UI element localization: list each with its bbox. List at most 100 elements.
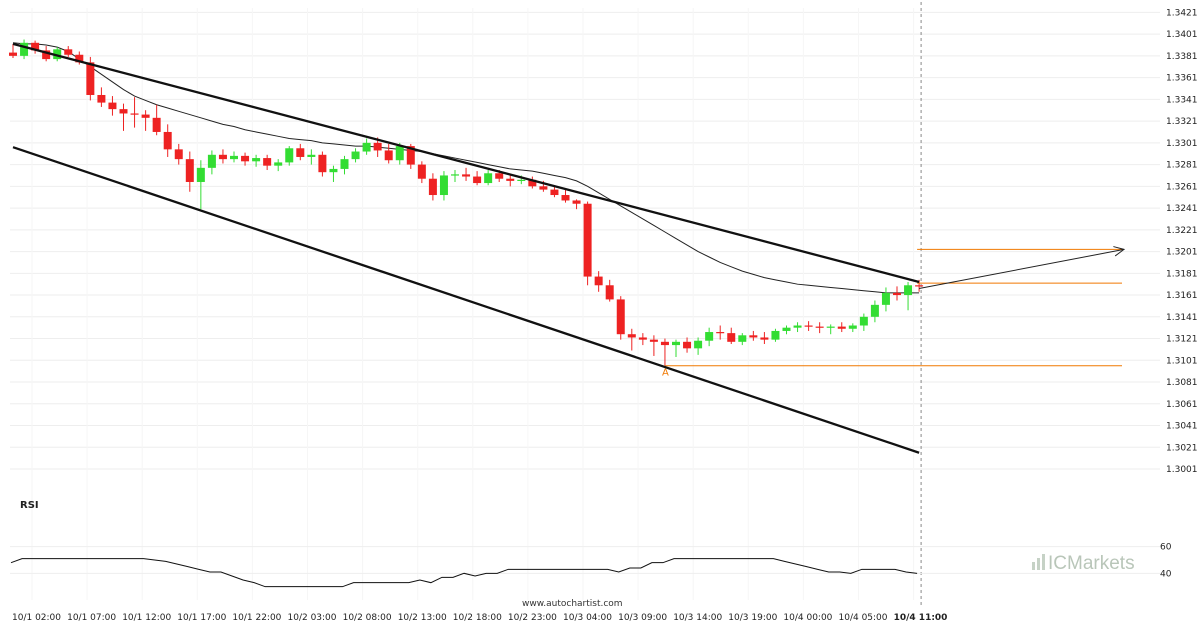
- candle-body: [340, 159, 349, 169]
- candle-body: [649, 339, 658, 342]
- candle-body: [749, 335, 758, 338]
- candle-body: [826, 326, 835, 328]
- candle-body: [517, 179, 526, 182]
- price-tick-label: 1.3221: [1166, 226, 1198, 236]
- brand-logo-text: ICMarkets: [1048, 553, 1135, 574]
- price-tick-label: 1.3041: [1166, 422, 1198, 432]
- price-tick-label: 1.3301: [1166, 139, 1198, 149]
- brand-logo-bar: [1037, 558, 1040, 570]
- candle-body: [406, 146, 415, 165]
- candle-body: [351, 151, 360, 160]
- candle-body: [870, 304, 879, 317]
- candle-body: [627, 334, 636, 338]
- candle-body: [384, 150, 393, 161]
- rsi-grid: [10, 546, 1160, 574]
- forecast-arrow-head: [1113, 246, 1126, 257]
- candle-body: [119, 109, 128, 114]
- price-tick-label: 1.3201: [1166, 248, 1198, 258]
- candle-body: [373, 142, 382, 151]
- candle-body: [241, 155, 250, 162]
- candle-body: [616, 299, 625, 335]
- candle-body: [108, 102, 117, 110]
- candle-body: [185, 159, 194, 182]
- price-tick-label: 1.3321: [1166, 117, 1198, 127]
- candle-body: [207, 154, 216, 168]
- candle-body: [904, 285, 913, 296]
- candle-body: [672, 341, 680, 346]
- candle-body: [793, 325, 802, 328]
- pattern-point-label: A: [662, 367, 669, 378]
- channel-lower-line: [12, 146, 920, 454]
- candle-body: [859, 316, 868, 326]
- candle-body: [31, 42, 40, 51]
- brand-logo-bar: [1042, 554, 1045, 570]
- candle-body: [274, 162, 283, 166]
- candle-body: [727, 333, 736, 342]
- rsi-panel: RSI: [10, 500, 918, 588]
- candle-body: [804, 325, 813, 327]
- candle-body: [815, 326, 824, 328]
- candle-body: [583, 203, 592, 277]
- time-tick-label: 10/1 17:00: [177, 613, 226, 623]
- candle-body: [495, 173, 504, 179]
- time-tick-label: 10/1 22:00: [232, 613, 281, 623]
- price-tick-label: 1.3341: [1166, 95, 1198, 105]
- price-tick-label: 1.3141: [1166, 313, 1198, 323]
- rsi-label: RSI: [20, 500, 39, 511]
- candle-body: [9, 52, 17, 56]
- brand-logo: ICMarkets: [1032, 553, 1135, 574]
- candle-body: [75, 54, 84, 63]
- candle-body: [152, 117, 161, 132]
- time-tick-label: 10/2 08:00: [343, 613, 392, 623]
- candle-body: [20, 42, 29, 56]
- rsi-tick-label: 40: [1160, 569, 1172, 579]
- candle-body: [307, 154, 316, 157]
- candle-body: [362, 142, 371, 152]
- candle-body: [738, 335, 747, 342]
- time-tick-label: 10/4 11:00: [894, 613, 948, 623]
- time-tick-label: 10/4 00:00: [783, 613, 832, 623]
- candle-body: [285, 148, 294, 163]
- candle-body: [395, 146, 404, 161]
- candle-body: [53, 49, 62, 60]
- price-tick-label: 1.3401: [1166, 30, 1198, 40]
- time-tick-label: 10/3 19:00: [728, 613, 777, 623]
- candle-body: [837, 326, 846, 329]
- candle-body: [716, 332, 725, 334]
- candle-body: [561, 195, 570, 201]
- candle-body: [296, 148, 305, 157]
- moving-average-line: [12, 42, 920, 294]
- candle-body: [97, 94, 106, 103]
- candle-body: [638, 337, 647, 340]
- channel-upper-line: [12, 42, 920, 284]
- candle-body: [782, 327, 791, 331]
- channel-lines: [12, 42, 920, 454]
- moving-average: [12, 42, 920, 294]
- price-tick-label: 1.3101: [1166, 356, 1198, 366]
- candle-body: [473, 176, 482, 184]
- candle-body: [174, 149, 183, 160]
- candle-body: [694, 340, 703, 349]
- candle-body: [528, 179, 537, 187]
- candle-body: [318, 154, 327, 173]
- candle-body: [705, 332, 714, 341]
- candle-body: [484, 173, 493, 184]
- time-tick-label: 10/1 07:00: [67, 613, 116, 623]
- candle-body: [439, 175, 448, 196]
- candle-body: [329, 168, 338, 173]
- price-tick-label: 1.3181: [1166, 269, 1198, 279]
- candle-body: [141, 114, 150, 118]
- price-axis: 1.3421 1.3401 1.3381 1.3361 1.3341 1.3321 1.33…: [1160, 8, 1198, 579]
- candle-body: [881, 292, 890, 305]
- candle-body: [428, 178, 437, 196]
- candle-body: [760, 337, 769, 340]
- price-tick-label: 1.3241: [1166, 204, 1198, 214]
- candle-body: [771, 330, 780, 340]
- price-tick-label: 1.3361: [1166, 74, 1198, 84]
- candle-body: [506, 178, 515, 181]
- candle-body: [462, 174, 471, 177]
- candle-body: [594, 276, 603, 286]
- time-tick-label: 10/3 09:00: [618, 613, 667, 623]
